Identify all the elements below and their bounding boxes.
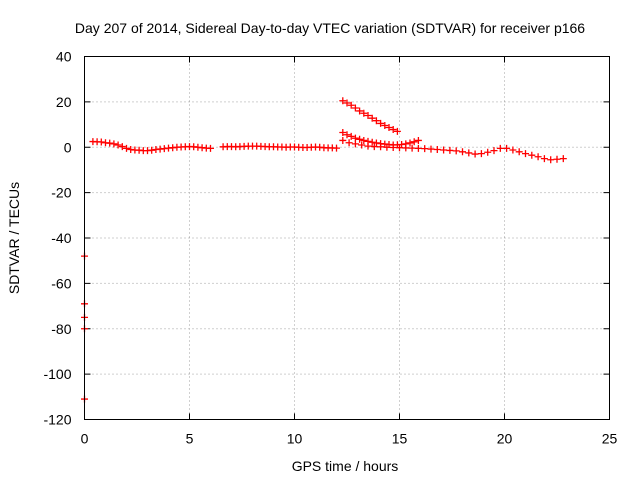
data-point [465, 149, 473, 157]
data-point [118, 143, 126, 151]
x-tick-label: 15 [392, 431, 408, 447]
x-tick-label: 10 [287, 431, 303, 447]
data-point [389, 143, 397, 151]
x-tick-label: 25 [602, 431, 618, 447]
data-point [345, 139, 353, 147]
data-point [339, 136, 347, 144]
data-point [484, 148, 492, 156]
data-point [148, 146, 156, 154]
x-tick-label: 20 [497, 431, 513, 447]
data-point [408, 144, 416, 152]
data-point [534, 153, 542, 161]
data-point [360, 136, 368, 144]
data-points [81, 97, 567, 403]
y-tick-label: 0 [64, 139, 72, 155]
y-tick-label: 40 [56, 49, 72, 65]
data-point [547, 156, 555, 164]
data-point [370, 143, 378, 151]
data-point [347, 132, 355, 140]
data-point [522, 150, 529, 158]
data-point [356, 107, 364, 115]
data-point [440, 146, 448, 154]
data-point [358, 141, 366, 149]
x-tick-label: 0 [81, 431, 89, 447]
data-point [496, 144, 504, 152]
y-tick-label: -100 [43, 366, 71, 382]
data-point [385, 124, 393, 132]
data-point [377, 143, 385, 151]
data-point [515, 148, 523, 156]
y-tick-label: -120 [43, 412, 71, 428]
data-point [393, 127, 401, 135]
data-point [459, 148, 466, 156]
data-point [114, 141, 122, 149]
data-point [123, 144, 130, 152]
data-point [452, 147, 460, 155]
data-point [106, 139, 114, 147]
data-point [207, 144, 214, 152]
data-point [372, 117, 380, 125]
data-point [368, 114, 376, 122]
data-point [471, 150, 479, 158]
data-point [343, 131, 351, 139]
data-point [427, 145, 435, 153]
data-point [333, 144, 340, 152]
data-point [381, 121, 389, 129]
axis-ticks [84, 56, 610, 420]
data-point [446, 146, 454, 154]
data-point [528, 151, 536, 159]
data-point [351, 140, 359, 148]
data-point [364, 142, 372, 150]
y-tick-label: 20 [56, 94, 72, 110]
data-point [406, 139, 414, 147]
x-axis-label: GPS time / hours [292, 458, 399, 474]
data-point [389, 126, 397, 134]
grid [84, 56, 610, 420]
y-tick-label: -80 [51, 321, 71, 337]
data-point [364, 111, 372, 119]
x-tick-label: 5 [186, 431, 194, 447]
data-point [410, 138, 418, 146]
data-point [343, 99, 351, 107]
data-point [396, 144, 403, 152]
data-point [477, 150, 485, 158]
data-point [414, 136, 422, 144]
data-point [509, 146, 517, 154]
data-point [360, 109, 368, 117]
data-point [377, 119, 385, 127]
plot-frame [84, 56, 610, 420]
data-point [347, 101, 355, 109]
data-point [503, 144, 511, 152]
data-point [368, 138, 376, 146]
data-point [110, 140, 118, 148]
data-point [372, 139, 380, 147]
data-point [339, 129, 347, 137]
data-point [97, 138, 105, 146]
data-point [351, 104, 359, 112]
y-tick-label: -40 [51, 230, 71, 246]
data-point [383, 143, 391, 151]
chart-title: Day 207 of 2014, Sidereal Day-to-day VTE… [75, 20, 585, 36]
y-tick-label: -60 [51, 275, 71, 291]
data-point [339, 97, 347, 105]
data-point [414, 144, 422, 152]
data-point [490, 147, 498, 155]
data-point [433, 146, 441, 154]
data-point [421, 145, 429, 153]
data-point [402, 144, 410, 152]
data-point [356, 135, 364, 143]
y-tick-label: -20 [51, 185, 71, 201]
y-axis-label: SDTVAR / TECUs [6, 182, 22, 294]
data-point [553, 155, 561, 163]
data-point [540, 155, 548, 163]
data-point [559, 155, 567, 163]
x-tick-labels: 0 5 10 15 20 25 [81, 431, 618, 447]
y-tick-labels: -120 -100 -80 -60 -40 -20 0 20 40 [43, 49, 71, 428]
